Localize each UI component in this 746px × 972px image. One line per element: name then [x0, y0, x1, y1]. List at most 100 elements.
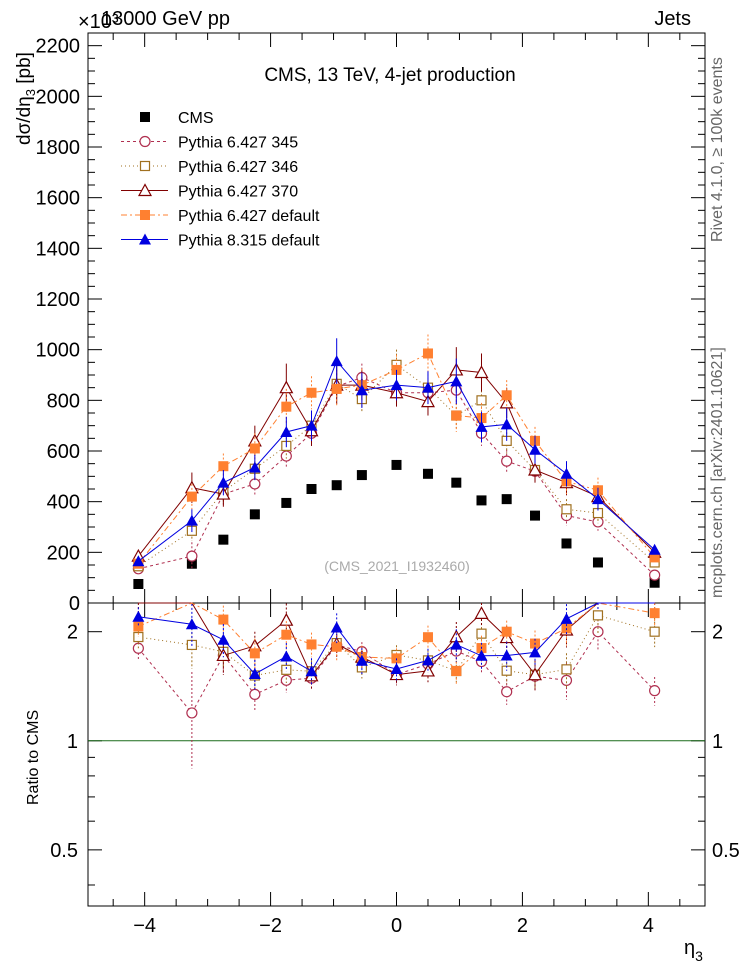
- ratio-point: [500, 649, 513, 661]
- ratio-point: [249, 648, 260, 659]
- legend-marker: [137, 183, 153, 197]
- x-tick-label: 2: [517, 915, 528, 937]
- data-point: [186, 550, 198, 562]
- data-point: [649, 577, 660, 588]
- ratio-point: [306, 639, 317, 650]
- data-point: [501, 390, 512, 401]
- ratio-point: [186, 707, 198, 719]
- ratio-tick-label: 1: [712, 731, 723, 753]
- data-point: [451, 477, 462, 488]
- data-point: [249, 443, 260, 454]
- y-tick-label: 2000: [36, 86, 81, 108]
- ratio-point: [527, 667, 543, 681]
- data-point: [474, 365, 489, 379]
- data-point: [529, 443, 542, 455]
- legend-entry: Pythia 6.427 default: [121, 208, 320, 225]
- ratio-point: [132, 610, 145, 622]
- data-point: [184, 480, 199, 494]
- series-5: [132, 338, 661, 690]
- legend-entry: Pythia 6.427 346: [121, 159, 298, 176]
- ratio-point: [560, 674, 573, 686]
- ratio-point: [451, 666, 462, 677]
- x-tick-label: 0: [391, 915, 402, 937]
- y-tick-label: 2200: [36, 36, 81, 58]
- legend-entry: CMS: [140, 110, 214, 127]
- data-point: [592, 516, 604, 528]
- legend-label: Pythia 6.427 default: [178, 208, 320, 225]
- data-point: [331, 383, 342, 394]
- ratio-point: [133, 621, 144, 632]
- data-point: [648, 543, 661, 555]
- legend-label: Pythia 6.427 346: [178, 159, 298, 176]
- legend-marker: [139, 135, 151, 148]
- ratio-point: [390, 662, 403, 674]
- data-point: [499, 395, 514, 409]
- series-line: [138, 364, 655, 567]
- data-point: [280, 426, 293, 437]
- data-point: [451, 410, 462, 421]
- data-point: [649, 552, 660, 563]
- side-label-rivet: Rivet 4.1.0, ≥ 100k events: [709, 57, 726, 242]
- y-tick-label: 0: [69, 593, 80, 615]
- series-0: [133, 459, 660, 589]
- data-point: [527, 462, 543, 476]
- x-tick-label: −2: [259, 915, 282, 937]
- ratio-point: [501, 686, 513, 698]
- ratio-point: [561, 664, 572, 675]
- ratio-point: [592, 610, 604, 621]
- data-point: [281, 497, 292, 508]
- series-layer: [131, 334, 662, 769]
- data-point: [391, 459, 402, 470]
- chart-title: CMS, 13 TeV, 4-jet production: [264, 65, 515, 86]
- ratio-point: [248, 667, 261, 679]
- series-line: [138, 376, 655, 576]
- series-line: [137, 352, 656, 565]
- data-point: [500, 418, 513, 430]
- data-point: [475, 420, 488, 432]
- data-point: [501, 494, 512, 505]
- data-point: [133, 579, 144, 589]
- data-point: [355, 384, 368, 396]
- ratio-tick-label: 0.5: [712, 840, 740, 862]
- data-point: [390, 379, 403, 391]
- data-point: [561, 504, 572, 515]
- data-point: [649, 569, 661, 581]
- data-point: [218, 534, 229, 545]
- ratio-point: [421, 654, 434, 666]
- legend-marker: [140, 112, 150, 122]
- data-point: [249, 509, 260, 520]
- header-right-label: Jets: [654, 8, 691, 30]
- ratio-point: [476, 628, 487, 639]
- ratio-point: [249, 688, 261, 700]
- legend-entry: Pythia 6.427 370: [121, 183, 298, 201]
- ratio-point: [474, 606, 489, 619]
- ratio-point: [649, 608, 660, 619]
- data-point: [592, 557, 603, 568]
- data-point: [422, 348, 433, 359]
- legend-marker: [140, 210, 150, 220]
- header-left-label: 13000 GeV pp: [101, 8, 230, 30]
- ratio-point: [501, 626, 512, 637]
- legend-marker: [139, 233, 151, 245]
- ratio-point: [217, 633, 230, 645]
- ratio-point: [280, 674, 292, 686]
- ratio-point: [450, 638, 463, 650]
- y-tick-label: 1800: [36, 137, 81, 159]
- data-point: [280, 450, 292, 462]
- data-point: [330, 355, 343, 367]
- x-axis-label: η3: [684, 937, 703, 964]
- data-point: [331, 480, 342, 491]
- ratio-point: [355, 654, 368, 666]
- axes: −4 −2 0 2 4 0 200 400 600 800 1000 1200 1400 1600 1800…: [36, 32, 740, 937]
- data-point: [560, 467, 573, 479]
- ratio-point: [216, 648, 231, 662]
- data-point: [561, 538, 572, 549]
- legend-entry: Pythia 8.315 default: [121, 233, 320, 250]
- y-tick-label: 1400: [36, 238, 81, 260]
- x-tick-label: 4: [643, 915, 654, 937]
- ratio-point: [560, 612, 573, 624]
- ratio-point: [422, 632, 433, 643]
- legend-label: Pythia 6.427 345: [178, 135, 298, 152]
- ratio-point: [331, 641, 342, 652]
